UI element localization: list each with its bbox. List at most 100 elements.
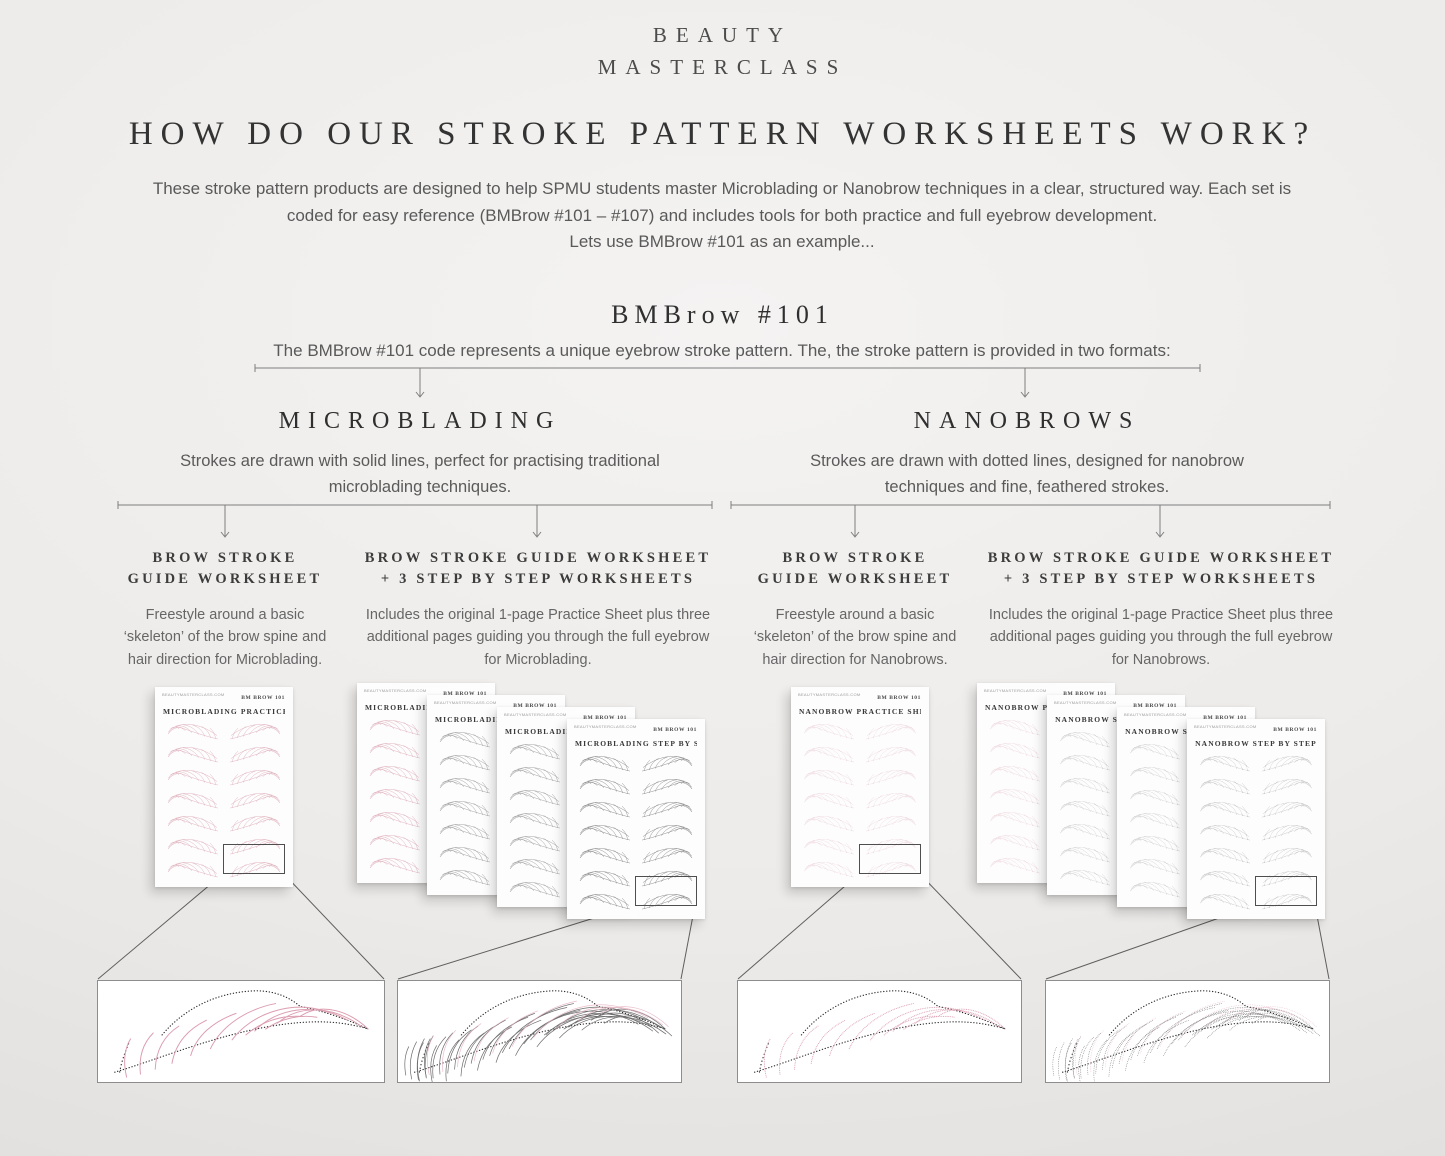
sheet-code-label: BM BROW 101 — [1203, 715, 1247, 721]
brow-pair — [1200, 825, 1312, 841]
col-desc-line: ‘skeleton’ of the brow spine and — [123, 629, 327, 646]
col-heading-line: GUIDE WORKSHEET — [127, 571, 323, 588]
sheet-site-label: BEAUTYMASTERCLASS.COM — [1054, 700, 1117, 705]
sheet-code-label: BM BROW 101 — [1273, 727, 1317, 733]
branch-desc-line: microblading techniques. — [328, 478, 512, 497]
sheet-title: NANOBROW PRACTICE SHEET — [985, 703, 1107, 712]
brow-pair — [168, 724, 280, 740]
branch-desc-microblading: Strokes are drawn with solid lines, perf… — [120, 448, 720, 500]
col-heading-mb-guide: BROW STROKE GUIDE WORKSHEET — [75, 548, 375, 590]
branch-desc-nanobrows: Strokes are drawn with dotted lines, des… — [727, 448, 1327, 500]
col-desc-line: additional pages guiding you through the… — [989, 629, 1333, 646]
col-heading-line: BROW STROKE GUIDE WORKSHEET — [987, 550, 1335, 566]
col-desc-line: hair direction for Nanobrows. — [762, 651, 948, 668]
col-desc-mb-guide: Freestyle around a basic ‘skeleton’ of t… — [75, 604, 375, 671]
sheet-title: NANOBROW PRACTICE SHEET — [799, 707, 921, 716]
sheet-title: MICROBLADING STEP BY STEP — [435, 715, 557, 724]
col-desc-line: Freestyle around a basic — [775, 607, 935, 623]
code-subtitle: The BMBrow #101 code represents a unique… — [273, 341, 1171, 360]
sheet-site-label: BEAUTYMASTERCLASS.COM — [1124, 712, 1187, 717]
sheet-code-label: BM BROW 101 — [513, 703, 557, 709]
col-heading-line: BROW STROKE GUIDE WORKSHEET — [364, 550, 712, 566]
col-desc-line: for Nanobrows. — [1111, 651, 1211, 668]
col-heading-mb-step: BROW STROKE GUIDE WORKSHEET + 3 STEP BY … — [360, 548, 716, 590]
brow-pair — [168, 816, 280, 832]
intro-line2: coded for easy reference (BMBrow #101 – … — [286, 205, 1158, 225]
highlight-rect — [223, 844, 285, 874]
brow-detail-dotted-pink — [754, 990, 1006, 1078]
col-desc-line: for Microblading. — [484, 651, 592, 668]
brow-pair — [1200, 779, 1312, 795]
intro-line1: These stroke pattern products are design… — [152, 179, 1292, 198]
brow-pair — [580, 802, 692, 818]
brow-pair — [168, 747, 280, 763]
stack-sheet-front: BEAUTYMASTERCLASS.COM BM BROW 101 NANOBR… — [1187, 719, 1325, 919]
sheet-site-label: BEAUTYMASTERCLASS.COM — [984, 688, 1047, 693]
sheet-code-label: BM BROW 101 — [583, 715, 627, 721]
col-desc-line: hair direction for Microblading. — [127, 651, 323, 668]
brow-pair — [804, 816, 916, 832]
col-heading-nb-step: BROW STROKE GUIDE WORKSHEET + 3 STEP BY … — [975, 548, 1347, 590]
sheet-title: MICROBLADING STEP BY STEP — [505, 727, 627, 736]
brand-line2: MASTERCLASS — [597, 54, 848, 79]
col-heading-line: BROW STROKE — [782, 550, 928, 566]
col-desc-mb-step: Includes the original 1-page Practice Sh… — [360, 604, 716, 671]
brow-pair — [580, 848, 692, 864]
sheet-code-label: BM BROW 101 — [241, 695, 285, 701]
brow-pair — [1200, 802, 1312, 818]
code-heading: BMBrow #101 — [611, 300, 834, 329]
brow-pair — [580, 756, 692, 772]
sheet-site-label: BEAUTYMASTERCLASS.COM — [364, 688, 427, 693]
sheet-site-label: BEAUTYMASTERCLASS.COM — [574, 724, 637, 729]
worksheet-microblading-practice: BEAUTYMASTERCLASS.COM BM BROW 101 MICROB… — [155, 687, 293, 887]
sheet-title: MICROBLADING PRACTICE SHEET — [365, 703, 487, 712]
sheet-title: MICROBLADING PRACTICE SHEET — [163, 707, 285, 716]
sheet-code-label: BM BROW 101 — [1133, 703, 1177, 709]
sheet-code-label: BM BROW 101 — [443, 691, 487, 697]
col-desc-line: Freestyle around a basic — [145, 607, 305, 623]
brow-pair — [168, 770, 280, 786]
brow-pair — [804, 770, 916, 786]
brow-detail-dense-dotted — [1052, 990, 1321, 1082]
sheet-code-label: BM BROW 101 — [877, 695, 921, 701]
brow-pair — [1200, 848, 1312, 864]
worksheet-nanobrow-practice: BEAUTYMASTERCLASS.COM BM BROW 101 NANOBR… — [791, 687, 929, 887]
zoom-box-nanobrow-guide — [737, 980, 1022, 1083]
brow-pair — [804, 793, 916, 809]
page-title: HOW DO OUR STROKE PATTERN WORKSHEETS WOR… — [128, 116, 1317, 152]
col-heading-line: + 3 STEP BY STEP WORKSHEETS — [1003, 571, 1319, 588]
worksheet-stack-nanobrow: BEAUTYMASTERCLASS.COM BM BROW 101 NANOBR… — [977, 683, 1329, 929]
branch-desc-line: Strokes are drawn with solid lines, perf… — [180, 452, 660, 470]
zoom-box-microblading-step — [397, 980, 682, 1083]
sheet-site-label: BEAUTYMASTERCLASS.COM — [1194, 724, 1257, 729]
brand-logo: BEAUTY MASTERCLASS — [0, 20, 1445, 83]
sheet-code-label: BM BROW 101 — [1063, 691, 1107, 697]
sheet-site-label: BEAUTYMASTERCLASS.COM — [504, 712, 567, 717]
branch-heading-microblading: MICROBLADING — [278, 408, 562, 434]
col-heading-line: BROW STROKE — [152, 550, 298, 566]
sheet-title: NANOBROW STEP BY STEP — [1195, 739, 1317, 748]
col-heading-line: + 3 STEP BY STEP WORKSHEETS — [380, 571, 696, 588]
col-desc-line: ‘skeleton’ of the brow spine and — [753, 629, 957, 646]
brow-pair — [804, 747, 916, 763]
branch-desc-line: techniques and fine, feathered strokes. — [884, 478, 1170, 497]
col-desc-line: additional pages guiding you through the… — [366, 629, 710, 646]
highlight-rect — [859, 844, 921, 874]
zoom-box-microblading-guide — [97, 980, 385, 1083]
stack-sheet-front: BEAUTYMASTERCLASS.COM BM BROW 101 MICROB… — [567, 719, 705, 919]
brow-pair — [580, 779, 692, 795]
intro-paragraph: These stroke pattern products are design… — [122, 176, 1322, 256]
sheet-title: MICROBLADING STEP BY STEP — [575, 739, 697, 748]
branch-desc-line: Strokes are drawn with dotted lines, des… — [810, 452, 1244, 470]
brow-pair — [168, 793, 280, 809]
sheet-code-label: BM BROW 101 — [653, 727, 697, 733]
brand-line1: BEAUTY — [652, 23, 793, 47]
brow-detail-dense-solid — [404, 990, 673, 1082]
worksheet-stack-microblading: BEAUTYMASTERCLASS.COM BM BROW 101 MICROB… — [357, 683, 709, 929]
sheet-title: NANOBROW STEP BY STEP — [1125, 727, 1247, 736]
col-desc-nb-step: Includes the original 1-page Practice Sh… — [975, 604, 1347, 671]
brow-pair — [580, 825, 692, 841]
col-desc-nb-guide: Freestyle around a basic ‘skeleton’ of t… — [705, 604, 1005, 671]
branch-heading-nanobrows: NANOBROWS — [913, 408, 1141, 434]
